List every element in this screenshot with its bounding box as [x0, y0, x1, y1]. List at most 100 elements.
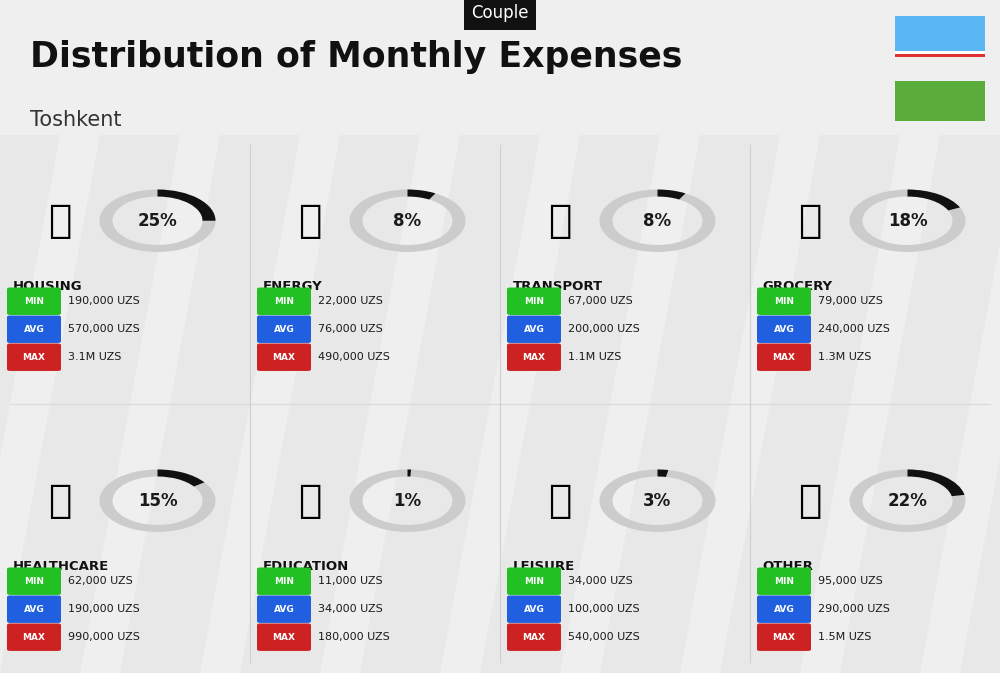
Text: 190,000 UZS: 190,000 UZS	[68, 604, 140, 614]
FancyBboxPatch shape	[757, 316, 811, 343]
Wedge shape	[350, 470, 465, 532]
Text: ENERGY: ENERGY	[262, 280, 322, 293]
FancyBboxPatch shape	[7, 623, 61, 651]
FancyBboxPatch shape	[895, 55, 985, 57]
Text: 18%: 18%	[888, 212, 927, 229]
Text: AVG: AVG	[274, 605, 294, 614]
Text: 🚌: 🚌	[548, 202, 572, 240]
Text: AVG: AVG	[774, 325, 794, 334]
FancyBboxPatch shape	[507, 316, 561, 343]
Wedge shape	[599, 190, 716, 252]
FancyBboxPatch shape	[507, 623, 561, 651]
Text: HEALTHCARE: HEALTHCARE	[12, 560, 109, 573]
Text: MAX: MAX	[522, 353, 546, 361]
Text: 15%: 15%	[138, 492, 177, 509]
Text: 34,000 UZS: 34,000 UZS	[568, 576, 633, 586]
Text: 570,000 UZS: 570,000 UZS	[68, 324, 140, 334]
Text: MIN: MIN	[524, 297, 544, 306]
Text: 180,000 UZS: 180,000 UZS	[318, 632, 390, 642]
Text: AVG: AVG	[524, 605, 544, 614]
Text: 990,000 UZS: 990,000 UZS	[68, 632, 140, 642]
Text: MAX: MAX	[772, 353, 796, 361]
Text: MAX: MAX	[522, 633, 546, 641]
Text: 🏢: 🏢	[48, 202, 72, 240]
FancyBboxPatch shape	[7, 287, 61, 315]
Text: LEISURE: LEISURE	[512, 560, 575, 573]
Polygon shape	[0, 135, 180, 673]
Wedge shape	[599, 470, 716, 532]
Text: OTHER: OTHER	[763, 560, 813, 573]
Text: GROCERY: GROCERY	[763, 280, 833, 293]
Text: AVG: AVG	[774, 605, 794, 614]
FancyBboxPatch shape	[507, 343, 561, 371]
Text: 1.3M UZS: 1.3M UZS	[818, 352, 871, 362]
FancyBboxPatch shape	[257, 316, 311, 343]
Text: 🛒: 🛒	[798, 202, 822, 240]
Text: 💓: 💓	[48, 482, 72, 520]
Text: 🛍: 🛍	[548, 482, 572, 520]
Text: 22%: 22%	[888, 492, 927, 509]
Wedge shape	[849, 190, 966, 252]
Wedge shape	[350, 190, 465, 252]
Text: 🎓: 🎓	[298, 482, 322, 520]
Text: 11,000 UZS: 11,000 UZS	[318, 576, 383, 586]
Text: EDUCATION: EDUCATION	[262, 560, 349, 573]
Text: Couple: Couple	[471, 4, 529, 22]
Text: 1.1M UZS: 1.1M UZS	[568, 352, 621, 362]
FancyBboxPatch shape	[7, 596, 61, 623]
Wedge shape	[408, 190, 435, 199]
Text: 67,000 UZS: 67,000 UZS	[568, 296, 633, 306]
Text: 1%: 1%	[393, 492, 422, 509]
Text: 💰: 💰	[798, 482, 822, 520]
Text: 290,000 UZS: 290,000 UZS	[818, 604, 890, 614]
Text: 79,000 UZS: 79,000 UZS	[818, 296, 883, 306]
Text: 1.5M UZS: 1.5M UZS	[818, 632, 871, 642]
Text: 22,000 UZS: 22,000 UZS	[318, 296, 383, 306]
Polygon shape	[120, 135, 300, 673]
Text: MAX: MAX	[22, 633, 46, 641]
FancyBboxPatch shape	[507, 596, 561, 623]
FancyBboxPatch shape	[507, 287, 561, 315]
Text: HOUSING: HOUSING	[12, 280, 82, 293]
Text: 3%: 3%	[643, 492, 672, 509]
Text: 🔌: 🔌	[298, 202, 322, 240]
FancyBboxPatch shape	[757, 596, 811, 623]
Text: 190,000 UZS: 190,000 UZS	[68, 296, 140, 306]
FancyBboxPatch shape	[757, 567, 811, 595]
FancyBboxPatch shape	[257, 596, 311, 623]
FancyBboxPatch shape	[257, 287, 311, 315]
Text: 100,000 UZS: 100,000 UZS	[568, 604, 640, 614]
Wedge shape	[658, 470, 668, 477]
Text: 490,000 UZS: 490,000 UZS	[318, 352, 390, 362]
Polygon shape	[600, 135, 780, 673]
Polygon shape	[0, 135, 60, 673]
Text: MAX: MAX	[273, 633, 296, 641]
Wedge shape	[658, 190, 685, 199]
Polygon shape	[960, 135, 1000, 673]
Text: 8%: 8%	[393, 212, 422, 229]
FancyBboxPatch shape	[7, 343, 61, 371]
FancyBboxPatch shape	[895, 51, 985, 57]
FancyBboxPatch shape	[257, 567, 311, 595]
Text: MIN: MIN	[274, 577, 294, 586]
Text: AVG: AVG	[274, 325, 294, 334]
Wedge shape	[100, 470, 216, 532]
FancyBboxPatch shape	[895, 81, 985, 121]
Text: 95,000 UZS: 95,000 UZS	[818, 576, 883, 586]
Polygon shape	[720, 135, 900, 673]
Text: MIN: MIN	[24, 297, 44, 306]
Text: MAX: MAX	[22, 353, 46, 361]
Text: 25%: 25%	[138, 212, 177, 229]
Text: MIN: MIN	[274, 297, 294, 306]
Text: 200,000 UZS: 200,000 UZS	[568, 324, 640, 334]
Text: Toshkent: Toshkent	[30, 110, 122, 131]
Text: 540,000 UZS: 540,000 UZS	[568, 632, 640, 642]
Wedge shape	[408, 470, 411, 476]
Text: 240,000 UZS: 240,000 UZS	[818, 324, 890, 334]
Text: TRANSPORT: TRANSPORT	[512, 280, 603, 293]
Text: MIN: MIN	[774, 577, 794, 586]
Text: 34,000 UZS: 34,000 UZS	[318, 604, 383, 614]
FancyBboxPatch shape	[757, 287, 811, 315]
Text: Distribution of Monthly Expenses: Distribution of Monthly Expenses	[30, 40, 682, 75]
Wedge shape	[908, 470, 964, 496]
